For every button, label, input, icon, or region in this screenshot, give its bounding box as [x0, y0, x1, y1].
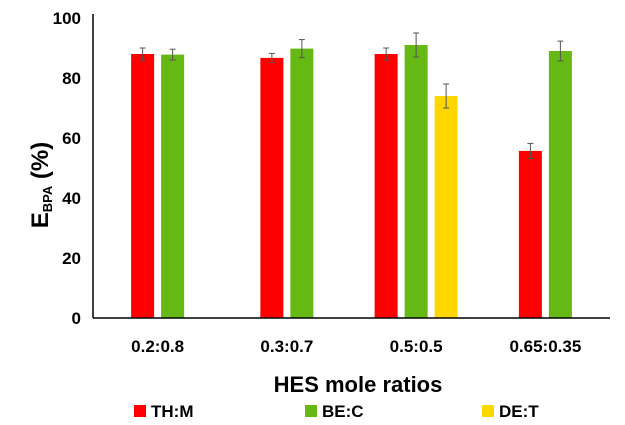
y-axis-title-suffix: (%)	[27, 142, 54, 186]
y-tick-label: 60	[62, 129, 81, 148]
x-tick-label: 0.3:0.7	[260, 337, 313, 356]
legend-swatch	[482, 405, 494, 417]
bar-bec	[290, 48, 314, 318]
y-tick-label: 20	[62, 249, 81, 268]
bars	[131, 45, 572, 319]
bar-det	[434, 96, 458, 318]
legend-swatch	[305, 405, 317, 417]
y-axis-title-subscript: BPA	[40, 185, 55, 212]
y-tick-label: 0	[72, 309, 81, 328]
x-tick-label: 0.5:0.5	[390, 337, 443, 356]
y-tick-label: 80	[62, 69, 81, 88]
bar-bec	[161, 54, 185, 318]
error-bars	[139, 32, 564, 159]
y-axis-title: EBPA (%)	[27, 142, 55, 229]
x-axis-title: HES mole ratios	[274, 372, 443, 397]
bar-thm	[131, 54, 155, 318]
y-tick-label: 100	[53, 9, 81, 28]
y-axis-ticks: 0 20 40 60 80 100	[53, 9, 81, 328]
y-axis-title-main: E	[27, 212, 54, 228]
bar-bec	[404, 45, 428, 318]
x-axis-ticks: 0.2:0.8 0.3:0.7 0.5:0.5 0.65:0.35	[131, 337, 581, 356]
legend: TH:M BE:C DE:T	[134, 402, 539, 421]
legend-label: TH:M	[151, 402, 193, 421]
bar-thm	[260, 57, 284, 319]
legend-label: BE:C	[322, 402, 364, 421]
x-tick-label: 0.2:0.8	[131, 337, 184, 356]
bar-thm	[374, 54, 398, 318]
bar-thm	[518, 150, 542, 318]
bar-bec	[548, 51, 572, 318]
x-tick-label: 0.65:0.35	[509, 337, 581, 356]
legend-label: DE:T	[499, 402, 539, 421]
legend-swatch	[134, 405, 146, 417]
y-tick-label: 40	[62, 189, 81, 208]
